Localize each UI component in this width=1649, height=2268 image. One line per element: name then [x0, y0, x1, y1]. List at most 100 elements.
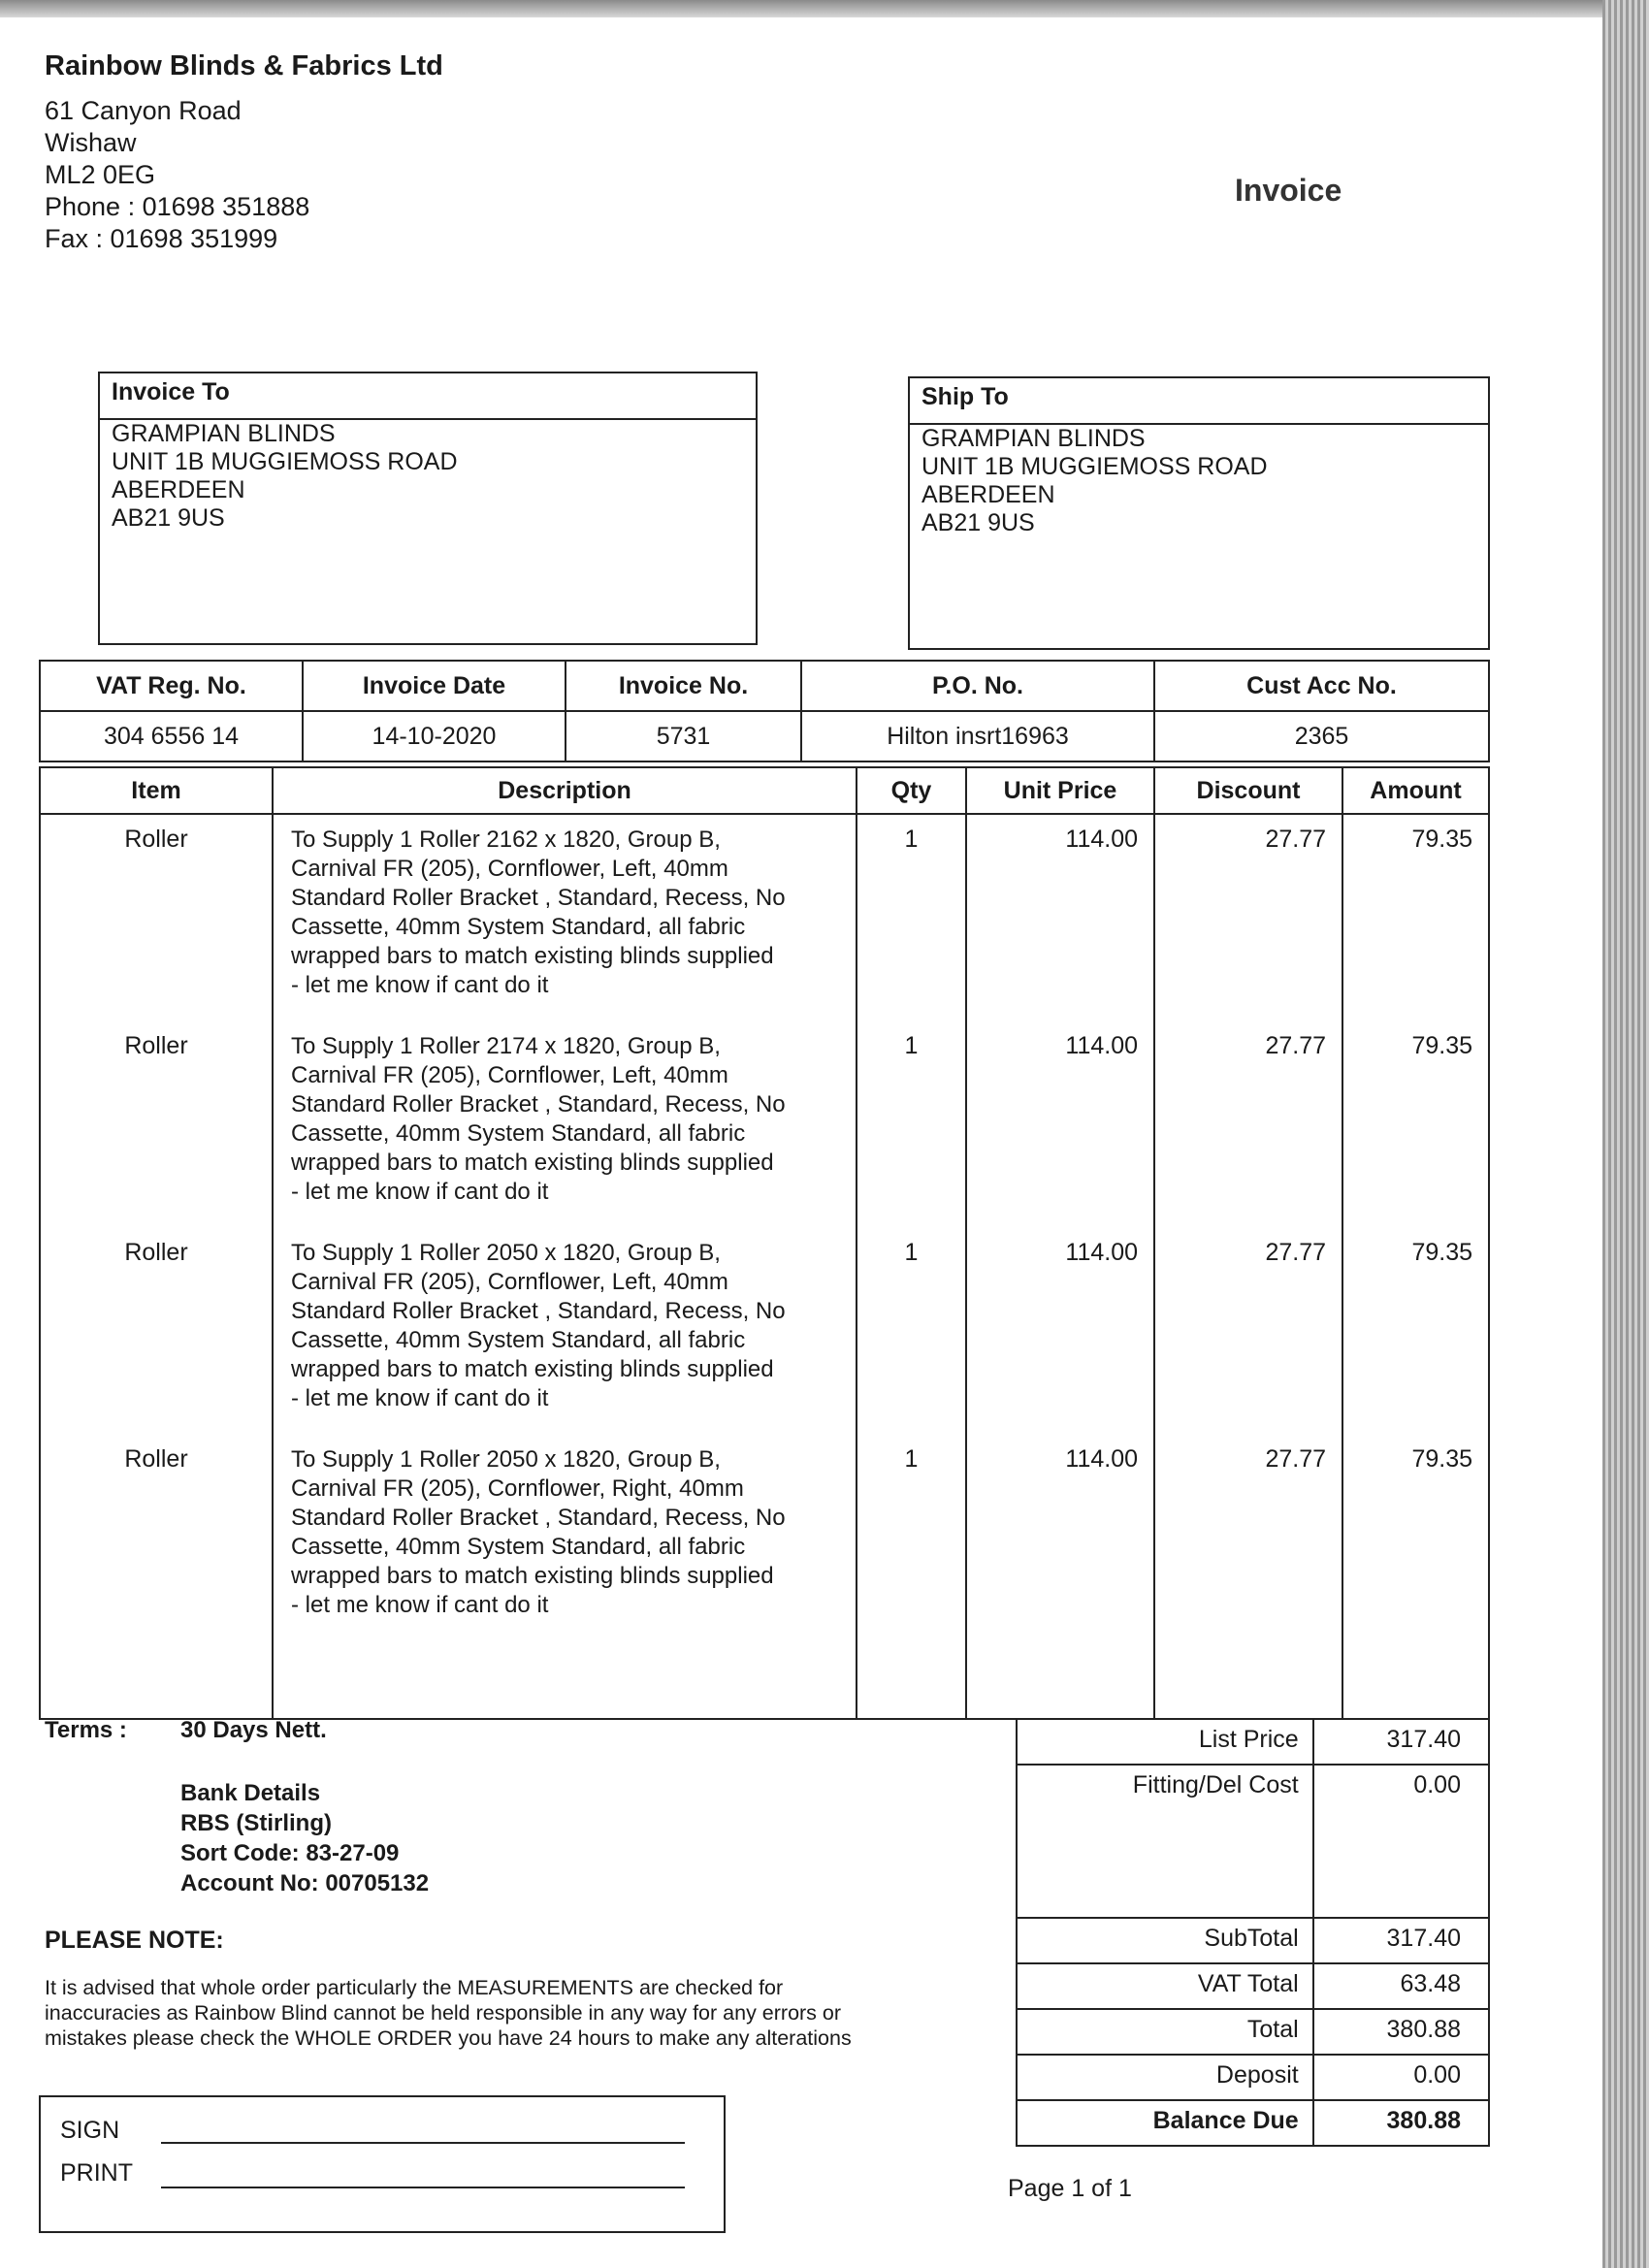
vat-reg-value: 304 6556 14 — [39, 710, 304, 762]
unit-price-cell: 114.00 — [1065, 1239, 1138, 1266]
address-line: Wishaw — [45, 128, 137, 157]
totals-row: Balance Due 380.88 — [1016, 2099, 1491, 2147]
invoice-to-line: UNIT 1B MUGGIEMOSS ROAD — [112, 448, 458, 475]
description-line: Carnival FR (205), Cornflower, Left, 40m… — [291, 1062, 728, 1088]
amount-cell: 79.35 — [1411, 826, 1472, 853]
page-number: Page 1 of 1 — [1008, 2175, 1132, 2202]
item-cell: Roller — [124, 1032, 188, 1059]
totals-label: Balance Due — [1016, 2099, 1314, 2147]
print-field[interactable] — [161, 2187, 685, 2188]
description-line: Standard Roller Bracket , Standard, Rece… — [291, 1298, 786, 1324]
unit-price-cell: 114.00 — [1065, 1445, 1138, 1473]
totals-row: VAT Total 63.48 — [1016, 1962, 1491, 2010]
ship-to-label: Ship To — [910, 378, 1488, 425]
description-cell: To Supply 1 Roller 2162 x 1820, Group B,… — [291, 816, 855, 1021]
description-line: Cassette, 40mm System Standard, all fabr… — [291, 1327, 746, 1353]
po-no-value: Hilton insrt16963 — [800, 710, 1155, 762]
sign-label: SIGN — [60, 2117, 120, 2144]
description-line: Standard Roller Bracket , Standard, Rece… — [291, 1091, 786, 1118]
description-line: Cassette, 40mm System Standard, all fabr… — [291, 1120, 746, 1147]
unit-price-header: Unit Price — [965, 766, 1155, 815]
description-line: - let me know if cant do it — [291, 972, 549, 998]
ship-to-line: GRAMPIAN BLINDS — [922, 425, 1146, 452]
cust-acc-value: 2365 — [1153, 710, 1490, 762]
scan-edge-top — [0, 0, 1649, 17]
table-row: Roller To Supply 1 Roller 2050 x 1820, Gr… — [39, 1228, 1490, 1435]
company-name: Rainbow Blinds & Fabrics Ltd — [45, 50, 443, 81]
invoice-info-table: VAT Reg. No. Invoice Date Invoice No. P.… — [39, 660, 1490, 762]
ship-to-line: AB21 9US — [922, 509, 1035, 536]
invoice-no-header: Invoice No. — [565, 660, 802, 712]
scan-edge-right — [1602, 0, 1649, 2268]
cust-acc-header: Cust Acc No. — [1153, 660, 1490, 712]
invoice-to-line: ABERDEEN — [112, 476, 245, 503]
description-line: wrapped bars to match existing blinds su… — [291, 943, 774, 969]
description-line: wrapped bars to match existing blinds su… — [291, 1563, 774, 1589]
item-cell: Roller — [124, 1445, 188, 1473]
terms-value: 30 Days Nett. — [180, 1717, 327, 1743]
totals-label: Deposit — [1016, 2054, 1314, 2101]
ship-to-line: UNIT 1B MUGGIEMOSS ROAD — [922, 453, 1268, 480]
table-row: Roller To Supply 1 Roller 2050 x 1820, Gr… — [39, 1435, 1490, 1720]
invoice-to-line: GRAMPIAN BLINDS — [112, 420, 336, 447]
invoice-to-label: Invoice To — [100, 373, 756, 420]
qty-cell: 1 — [904, 1445, 919, 1473]
description-line: wrapped bars to match existing blinds su… — [291, 1150, 774, 1176]
totals-row: Fitting/Del Cost 0.00 — [1016, 1764, 1491, 1919]
ship-to-box: Ship To GRAMPIAN BLINDS UNIT 1B MUGGIEMO… — [908, 376, 1490, 650]
invoice-date-header: Invoice Date — [302, 660, 566, 712]
sign-field[interactable] — [161, 2142, 685, 2144]
description-cell: To Supply 1 Roller 2050 x 1820, Group B,… — [291, 1229, 855, 1434]
totals-value: 317.40 — [1311, 1917, 1491, 1964]
totals-row: Total 380.88 — [1016, 2008, 1491, 2056]
address-line: 61 Canyon Road — [45, 96, 242, 125]
table-row: Roller To Supply 1 Roller 2174 x 1820, Gr… — [39, 1021, 1490, 1228]
description-header: Description — [272, 766, 857, 815]
amount-cell: 79.35 — [1411, 1239, 1472, 1266]
discount-header: Discount — [1153, 766, 1343, 815]
account-no: Account No: 00705132 — [180, 1870, 430, 1896]
item-header: Item — [39, 766, 274, 815]
terms: Terms : 30 Days Nett. — [45, 1717, 327, 1744]
phone: Phone : 01698 351888 — [45, 192, 310, 221]
company-address: 61 Canyon Road Wishaw ML2 0EG Phone : 01… — [45, 95, 309, 255]
description-cell: To Supply 1 Roller 2050 x 1820, Group B,… — [291, 1436, 855, 1717]
please-note-title: PLEASE NOTE: — [45, 1927, 224, 1954]
document-title: Invoice — [1235, 173, 1342, 208]
invoice-no-value: 5731 — [565, 710, 802, 762]
description-line: To Supply 1 Roller 2050 x 1820, Group B, — [291, 1446, 721, 1473]
amount-cell: 79.35 — [1411, 1445, 1472, 1473]
totals-value: 380.88 — [1311, 2008, 1491, 2056]
totals-label: SubTotal — [1016, 1917, 1314, 1964]
description-line: Cassette, 40mm System Standard, all fabr… — [291, 914, 746, 940]
description-line: To Supply 1 Roller 2174 x 1820, Group B, — [291, 1033, 721, 1059]
discount-cell: 27.77 — [1265, 1445, 1326, 1473]
totals-value: 380.88 — [1311, 2099, 1491, 2147]
description-line: To Supply 1 Roller 2050 x 1820, Group B, — [291, 1240, 721, 1266]
please-note-text: It is advised that whole order particula… — [45, 1975, 976, 2051]
qty-cell: 1 — [904, 1032, 919, 1059]
totals-label: VAT Total — [1016, 1962, 1314, 2010]
bank-name: RBS (Stirling) — [180, 1810, 332, 1836]
totals-value: 63.48 — [1311, 1962, 1491, 2010]
totals-value: 0.00 — [1311, 2054, 1491, 2101]
description-line: To Supply 1 Roller 2162 x 1820, Group B, — [291, 826, 721, 853]
description-line: Carnival FR (205), Cornflower, Left, 40m… — [291, 856, 728, 882]
totals-label: Fitting/Del Cost — [1016, 1764, 1314, 1919]
totals-label: Total — [1016, 2008, 1314, 2056]
totals-value: 0.00 — [1311, 1764, 1491, 1919]
unit-price-cell: 114.00 — [1065, 1032, 1138, 1059]
signature-box: SIGN PRINT — [39, 2095, 726, 2233]
fax: Fax : 01698 351999 — [45, 224, 278, 253]
item-cell: Roller — [124, 826, 188, 853]
line-items-table: Item Description Qty Unit Price Discount… — [39, 766, 1490, 1720]
invoice-to-box: Invoice To GRAMPIAN BLINDS UNIT 1B MUGGI… — [98, 372, 758, 645]
totals-value: 317.40 — [1311, 1718, 1491, 1766]
vat-reg-header: VAT Reg. No. — [39, 660, 304, 712]
address-line: ML2 0EG — [45, 160, 156, 189]
description-line: - let me know if cant do it — [291, 1592, 549, 1618]
table-row: Roller To Supply 1 Roller 2162 x 1820, Gr… — [39, 814, 1490, 1021]
totals-table: List Price 317.40 Fitting/Del Cost 0.00 SubT… — [1016, 1718, 1491, 2147]
bank-details-title: Bank Details — [180, 1780, 321, 1806]
totals-row: List Price 317.40 — [1016, 1718, 1491, 1766]
